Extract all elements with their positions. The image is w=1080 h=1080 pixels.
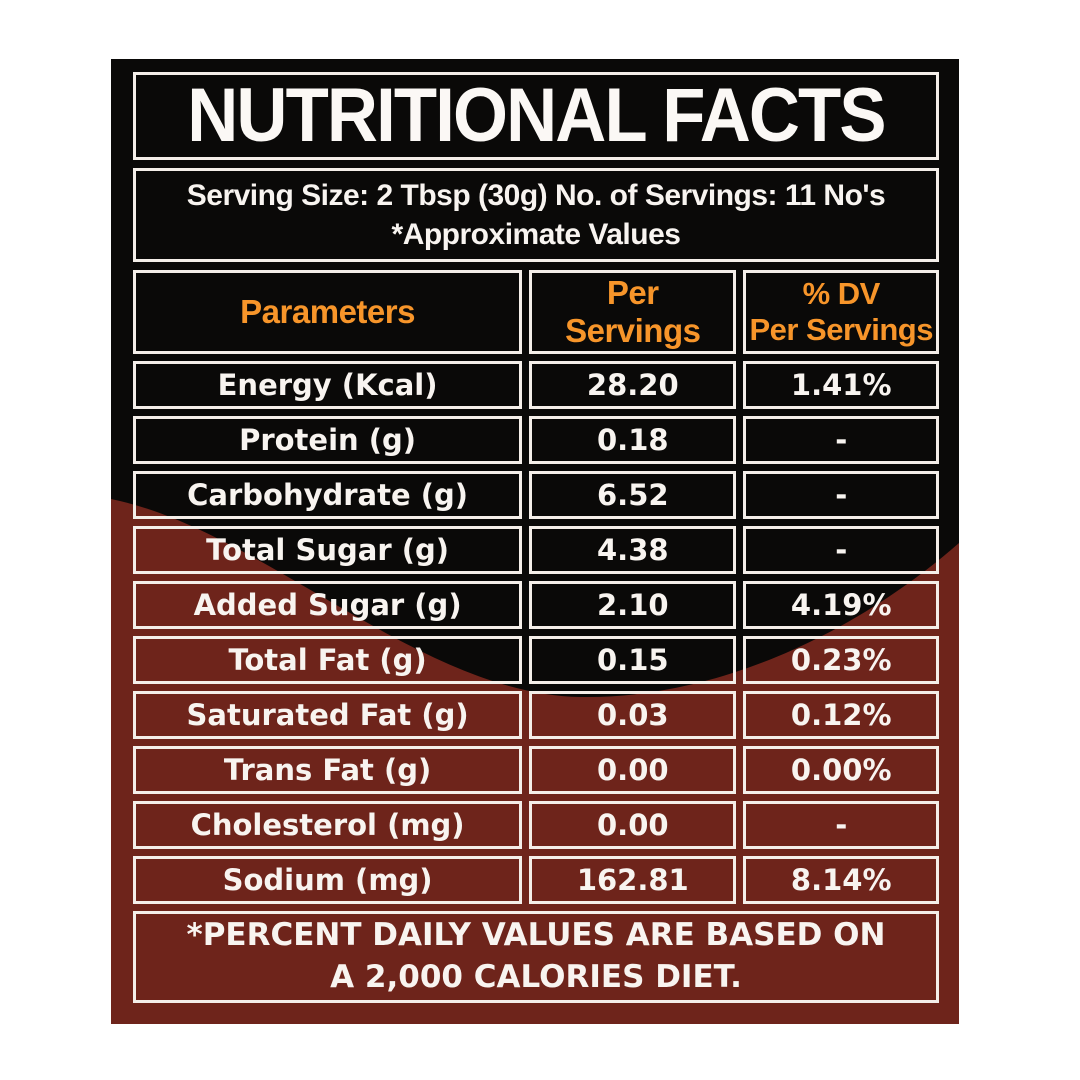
row-dv-value: 0.00% bbox=[743, 746, 939, 794]
row-per-serving-value: 4.38 bbox=[529, 526, 737, 574]
daily-values-note-line2: A 2,000 CALORIES DIET. bbox=[330, 959, 742, 995]
row-dv-value: - bbox=[743, 801, 939, 849]
column-header-label: Per bbox=[606, 274, 659, 312]
row-per-serving-value: 6.52 bbox=[529, 471, 737, 519]
row-per-serving-value: 28.20 bbox=[529, 361, 737, 409]
row-dv-value: - bbox=[743, 416, 939, 464]
column-header-label: % DV bbox=[802, 276, 881, 312]
row-per-serving-value: 0.03 bbox=[529, 691, 737, 739]
row-per-serving-value: 2.10 bbox=[529, 581, 737, 629]
column-header-label: Per Servings bbox=[749, 312, 933, 347]
row-per-serving-value: 162.81 bbox=[529, 856, 737, 904]
column-header-label: Parameters bbox=[240, 293, 415, 331]
row-dv-value: 1.41% bbox=[743, 361, 939, 409]
row-per-serving-value: 0.18 bbox=[529, 416, 737, 464]
label-content: NUTRITIONAL FACTS Serving Size: 2 Tbsp (… bbox=[111, 59, 959, 1024]
row-parameter: Trans Fat (g) bbox=[133, 746, 523, 794]
row-dv-value: - bbox=[743, 471, 939, 519]
row-parameter: Cholesterol (mg) bbox=[133, 801, 523, 849]
daily-values-note-box: *PERCENT DAILY VALUES ARE BASED ON A 2,0… bbox=[133, 911, 939, 1003]
row-per-serving-value: 0.15 bbox=[529, 636, 737, 684]
row-dv-value: 4.19% bbox=[743, 581, 939, 629]
nutrition-label: NUTRITIONAL FACTS Serving Size: 2 Tbsp (… bbox=[111, 59, 959, 1024]
row-dv-value: 0.12% bbox=[743, 691, 939, 739]
row-parameter: Protein (g) bbox=[133, 416, 523, 464]
column-header-parameters: Parameters bbox=[133, 270, 523, 354]
row-parameter: Carbohydrate (g) bbox=[133, 471, 523, 519]
approximate-values-text: *Approximate Values bbox=[391, 218, 681, 251]
column-header-label: Servings bbox=[565, 312, 701, 349]
column-header-dv-per-servings: % DV Per Servings bbox=[743, 270, 939, 354]
row-parameter: Saturated Fat (g) bbox=[133, 691, 523, 739]
column-header-per-servings: Per Servings bbox=[529, 270, 737, 354]
row-per-serving-value: 0.00 bbox=[529, 746, 737, 794]
row-parameter: Energy (Kcal) bbox=[133, 361, 523, 409]
serving-size-text: Serving Size: 2 Tbsp (30g) No. of Servin… bbox=[186, 179, 886, 212]
row-dv-value: 0.23% bbox=[743, 636, 939, 684]
row-parameter: Sodium (mg) bbox=[133, 856, 523, 904]
row-parameter: Total Fat (g) bbox=[133, 636, 523, 684]
page-title: NUTRITIONAL FACTS bbox=[187, 73, 886, 158]
title-box: NUTRITIONAL FACTS bbox=[133, 72, 939, 160]
row-parameter: Total Sugar (g) bbox=[133, 526, 523, 574]
maroon-wave-background bbox=[111, 499, 959, 1024]
serving-info-box: Serving Size: 2 Tbsp (30g) No. of Servin… bbox=[133, 168, 939, 262]
row-per-serving-value: 0.00 bbox=[529, 801, 737, 849]
row-parameter: Added Sugar (g) bbox=[133, 581, 523, 629]
row-dv-value: 8.14% bbox=[743, 856, 939, 904]
nutrition-table: Parameters Per Servings % DV Per Serving… bbox=[133, 270, 939, 904]
daily-values-note-line1: *PERCENT DAILY VALUES ARE BASED ON bbox=[186, 917, 886, 954]
row-dv-value: - bbox=[743, 526, 939, 574]
